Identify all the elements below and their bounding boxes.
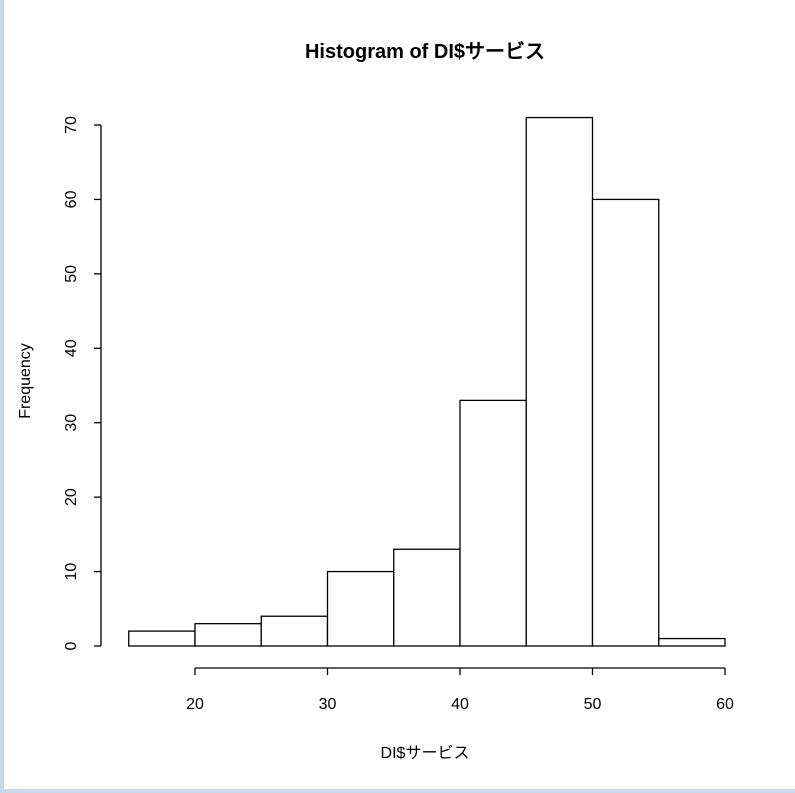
x-tick-label-0: 20 [186, 696, 204, 713]
x-tick-label-3: 50 [584, 696, 602, 713]
y-tick-label-4: 40 [63, 339, 80, 357]
histogram-bar-1 [194, 623, 262, 647]
chart-title: Histogram of DI$サービス [305, 40, 545, 63]
histogram-bar-2 [260, 615, 329, 647]
y-tick-label-7: 70 [63, 116, 80, 134]
y-tick-label-5: 50 [63, 265, 80, 283]
y-tick-label-3: 30 [63, 414, 80, 432]
x-tick-label-1: 30 [319, 696, 337, 713]
histogram-bar-8 [658, 637, 726, 647]
histogram-bar-4 [393, 548, 461, 647]
histogram-bar-3 [326, 570, 395, 647]
x-tick-label-2: 40 [451, 696, 469, 713]
histogram-chart: Histogram of DI$サービス DI$サービス Frequency 2… [17, 40, 734, 762]
y-tick-label-1: 10 [63, 563, 80, 581]
x-axis-label: DI$サービス [381, 744, 470, 762]
y-tick-label-0: 0 [63, 641, 80, 650]
histogram-bar-7 [591, 198, 660, 647]
histogram-bar-6 [525, 116, 594, 647]
y-tick-label-6: 60 [63, 190, 80, 208]
y-tick-label-2: 20 [63, 488, 80, 506]
histogram-bar-0 [128, 630, 196, 647]
y-axis-label: Frequency [17, 343, 34, 419]
histogram-bar-5 [459, 399, 527, 647]
x-axis: 20 30 40 50 60 [186, 667, 734, 713]
bars-group [128, 116, 726, 647]
x-tick-label-4: 60 [716, 696, 734, 713]
y-axis: 0 10 20 30 40 50 60 70 [63, 116, 102, 650]
